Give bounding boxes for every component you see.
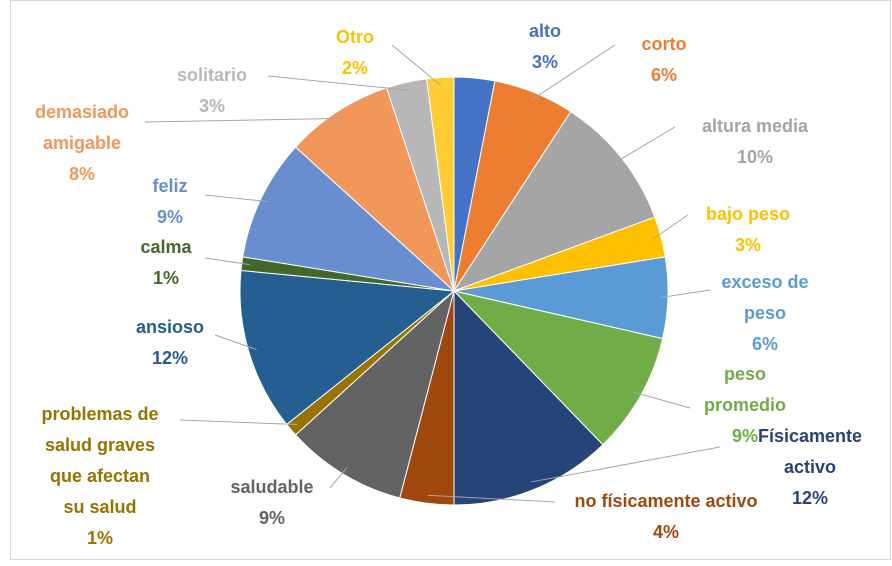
slice-value-label: 12% xyxy=(792,488,828,508)
pie-slice xyxy=(426,76,455,292)
slice-label: demasiado amigable xyxy=(35,102,129,153)
slice-label: corto xyxy=(642,34,687,54)
chart-frame xyxy=(10,0,891,560)
slice-label: no físicamente activo xyxy=(574,491,757,511)
leader-line xyxy=(204,194,269,203)
slice-label: feliz xyxy=(152,176,187,196)
slice-label: exceso de peso xyxy=(721,272,808,323)
slice-value-label: 1% xyxy=(153,268,179,288)
pie-slice xyxy=(452,110,656,292)
slice-label: solitario xyxy=(177,65,247,85)
slice-value-label: 3% xyxy=(199,96,225,116)
slice-value-label: 9% xyxy=(732,426,758,446)
leader-line xyxy=(329,466,348,489)
slice-value-label: 3% xyxy=(735,235,761,255)
leader-line xyxy=(531,44,616,101)
leader-line xyxy=(531,446,721,483)
leader-line xyxy=(614,126,676,163)
slice-value-label: 12% xyxy=(152,348,188,368)
slice-value-label: 4% xyxy=(653,522,679,542)
slice-label: Físicamente activo xyxy=(758,426,862,477)
pie-slice xyxy=(294,289,455,499)
leader-line xyxy=(267,75,409,91)
leader-line xyxy=(659,289,711,299)
slice-label: Otro xyxy=(336,27,374,47)
pie-slice xyxy=(294,87,456,293)
leader-line xyxy=(652,214,689,240)
slice-value-label: 10% xyxy=(737,147,773,167)
leader-line xyxy=(179,419,298,426)
leader-line xyxy=(633,391,691,409)
slice-value-label: 9% xyxy=(259,508,285,528)
pie-slice xyxy=(239,269,456,426)
pie-slice xyxy=(452,290,664,446)
slice-value-label: 3% xyxy=(532,52,558,72)
slice-value-label: 1% xyxy=(87,528,113,548)
slice-label: peso promedio xyxy=(704,364,786,415)
leader-line xyxy=(214,334,257,351)
slice-value-label: 9% xyxy=(157,207,183,227)
slice-label: altura media xyxy=(702,116,809,136)
leader-line xyxy=(144,117,342,123)
slice-label: saludable xyxy=(230,477,313,497)
slice-label: ansioso xyxy=(136,317,204,337)
slice-value-label: 6% xyxy=(752,334,778,354)
slice-label: problemas de salud graves que afectan su sa… xyxy=(41,404,158,517)
leader-line xyxy=(427,494,556,503)
leader-line xyxy=(204,257,250,266)
leader-line xyxy=(391,44,442,86)
pie-slice xyxy=(453,289,604,506)
slice-label: calma xyxy=(140,237,192,257)
pie-slice xyxy=(242,146,456,292)
slice-label: alto xyxy=(529,21,561,41)
slice-value-label: 8% xyxy=(69,164,95,184)
slice-value-label: 6% xyxy=(651,65,677,85)
slice-value-label: 2% xyxy=(342,58,368,78)
slice-label: bajo peso xyxy=(706,204,790,224)
